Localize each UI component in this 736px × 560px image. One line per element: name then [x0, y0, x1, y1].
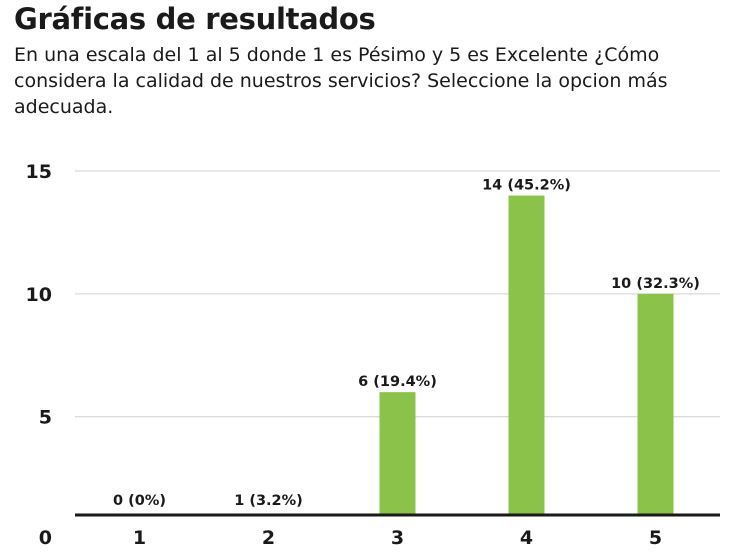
- y-tick-label: 5: [39, 407, 52, 429]
- bar: [637, 293, 674, 515]
- x-tick-label: 1: [133, 527, 146, 549]
- y-tick-label: 15: [26, 161, 52, 183]
- data-label: 0 (0%): [113, 493, 166, 509]
- x-tick-label: 2: [262, 527, 275, 549]
- y-tick-label: 10: [26, 284, 52, 306]
- data-label: 10 (32.3%): [611, 276, 700, 292]
- x-tick-label: 3: [391, 527, 404, 549]
- data-label: 14 (45.2%): [482, 178, 571, 194]
- bar: [379, 392, 416, 515]
- data-label: 1 (3.2%): [234, 493, 303, 509]
- bar: [508, 195, 545, 516]
- x-tick-label: 4: [520, 527, 533, 549]
- y-tick-label: 0: [39, 527, 52, 549]
- chart-subtitle: En una escala del 1 al 5 donde 1 es Pési…: [14, 44, 668, 118]
- x-tick-label: 5: [649, 527, 662, 549]
- chart-title: Gráficas de resultados: [14, 2, 376, 36]
- data-label: 6 (19.4%): [358, 374, 437, 390]
